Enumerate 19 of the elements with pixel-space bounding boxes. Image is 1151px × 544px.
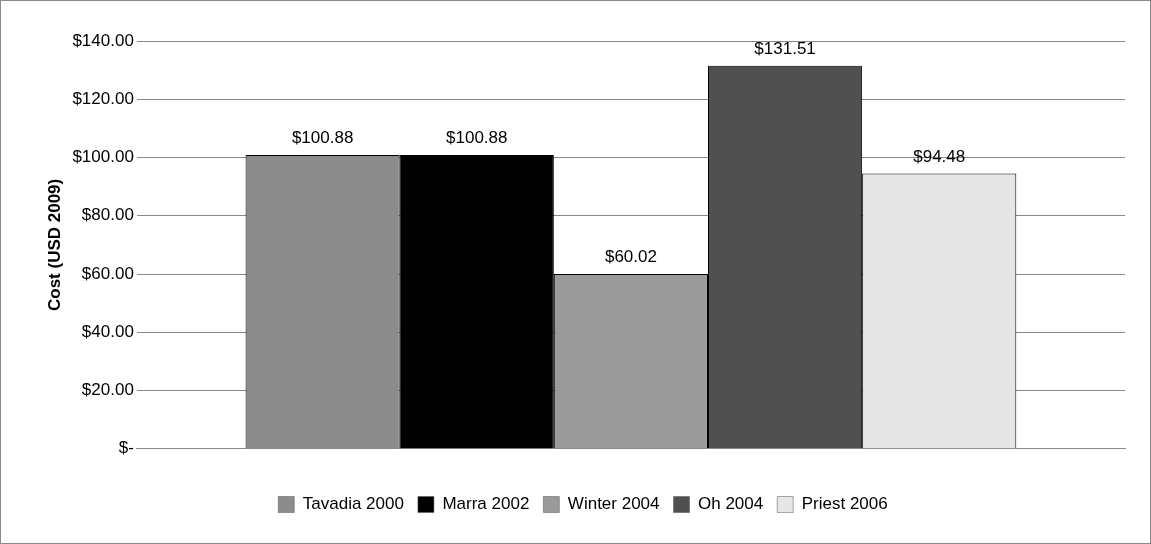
legend-label: Marra 2002	[442, 494, 530, 514]
legend-label: Oh 2004	[698, 494, 764, 514]
y-tick-label: $60.00	[81, 263, 134, 283]
y-tick-label: $100.00	[72, 147, 134, 167]
y-tick-label: $80.00	[81, 205, 134, 225]
y-tick-label: $-	[118, 438, 134, 458]
y-tick-label: $40.00	[81, 321, 134, 341]
data-label: $60.02	[604, 247, 657, 267]
y-tick-label: $120.00	[72, 88, 134, 108]
data-label: $131.51	[754, 38, 816, 58]
data-label: $100.88	[291, 128, 354, 148]
data-label: $94.48	[913, 146, 966, 166]
y-axis-title: Cost (USD 2009)	[44, 178, 64, 312]
data-label: $100.88	[446, 128, 508, 148]
legend-label: Priest 2006	[801, 494, 888, 514]
legend-label: Tavadia 2000	[302, 494, 404, 514]
y-tick-label: $140.00	[72, 30, 134, 50]
y-tick-label: $20.00	[81, 380, 134, 400]
legend-label: Winter 2004	[567, 494, 660, 514]
